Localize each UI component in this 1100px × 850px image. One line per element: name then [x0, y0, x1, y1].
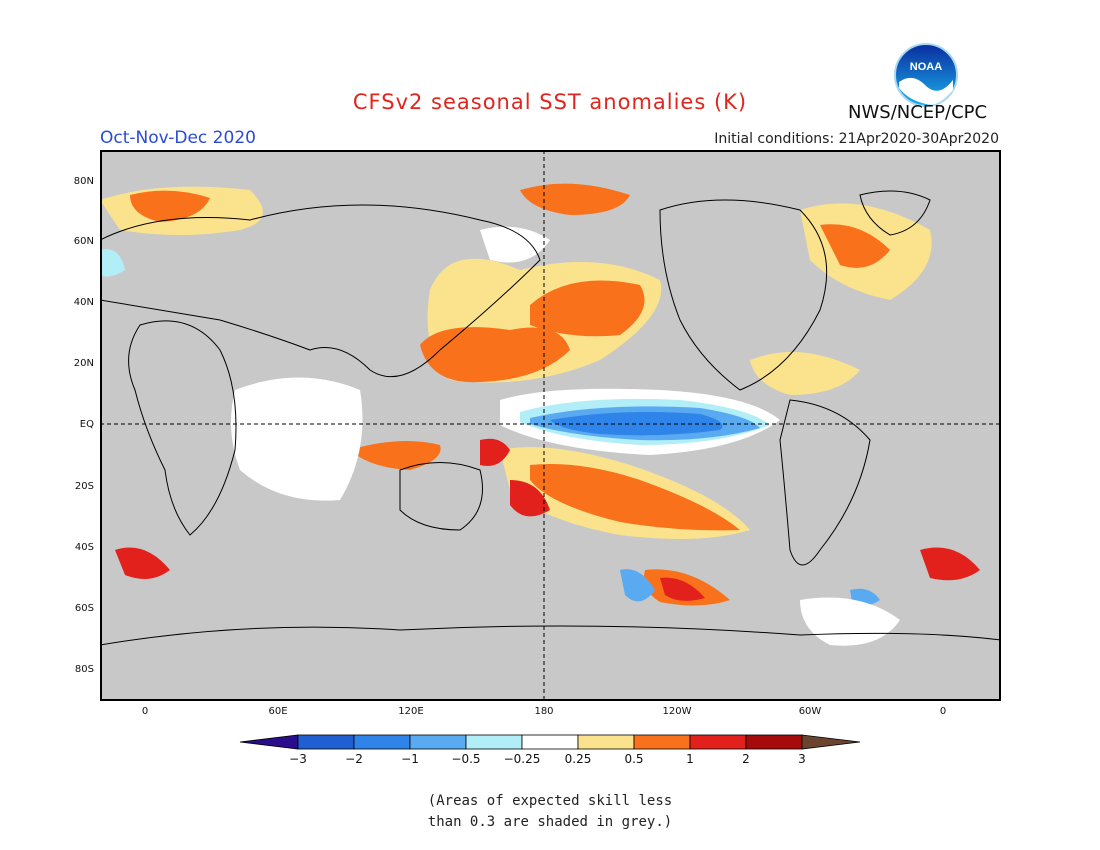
colorbar-swatch	[633, 734, 691, 750]
lat-label: 20S	[74, 481, 94, 492]
australia-coast	[399, 462, 483, 531]
colorbar-swatch	[297, 734, 355, 750]
colorbar-swatch	[465, 734, 523, 750]
colorbar-label: 0.25	[564, 752, 592, 766]
lat-label: 60N	[73, 236, 94, 247]
sst-anomaly-map	[100, 150, 1001, 701]
lon-label: 0	[141, 706, 149, 717]
colorbar-swatch	[409, 734, 467, 750]
colorbar-label: 2	[742, 752, 750, 766]
season-label: Oct-Nov-Dec 2020	[100, 128, 256, 148]
agency-label: NWS/NCEP/CPC	[848, 102, 988, 123]
eurasia-coast	[100, 204, 541, 378]
colorbar-label: −0.5	[451, 752, 481, 766]
antarctica-coast	[100, 625, 1001, 646]
africa-coast	[128, 320, 237, 536]
colorbar	[239, 734, 861, 750]
lat-label: EQ	[79, 419, 94, 430]
negative-anomaly-regions	[100, 226, 900, 646]
lat-label: 20N	[73, 358, 94, 369]
colorbar-label: −3	[289, 752, 307, 766]
map-frame	[100, 150, 1001, 701]
lat-label: 40S	[74, 542, 94, 553]
logo-text: NOAA	[910, 61, 942, 73]
lon-label: 120E	[398, 706, 424, 717]
skill-note: (Areas of expected skill less than 0.3 a…	[0, 791, 1100, 833]
lon-label: 180	[534, 706, 554, 717]
colorbar-swatch	[745, 734, 803, 750]
colorbar-label: −2	[345, 752, 363, 766]
colorbar-swatch	[353, 734, 411, 750]
lat-label: 80S	[74, 664, 94, 675]
lon-label: 120W	[662, 706, 692, 717]
colorbar-swatch	[239, 734, 299, 750]
lon-label: 60E	[268, 706, 288, 717]
lon-label: 60W	[798, 706, 822, 717]
lat-label: 80N	[73, 176, 94, 187]
colorbar-label: −0.25	[503, 752, 541, 766]
lon-label: 0	[939, 706, 947, 717]
skill-note-line: (Areas of expected skill less	[427, 793, 673, 809]
positive-anomaly-regions	[100, 183, 980, 606]
colorbar-swatch	[521, 734, 579, 750]
north-america-coast	[659, 199, 828, 391]
colorbar-swatch	[689, 734, 747, 750]
colorbar-swatch	[801, 734, 861, 750]
colorbar-label: 0.5	[624, 752, 644, 766]
colorbar-swatch	[577, 734, 635, 750]
lat-label: 60S	[74, 603, 94, 614]
chart-title: CFSv2 seasonal SST anomalies (K)	[352, 90, 748, 114]
colorbar-label: 1	[686, 752, 694, 766]
colorbar-label: 3	[798, 752, 806, 766]
noaa-logo-icon: NOAA	[894, 43, 958, 107]
initial-conditions-label: Initial conditions: 21Apr2020-30Apr2020	[714, 131, 999, 147]
skill-note-line: than 0.3 are shaded in grey.)	[427, 814, 673, 830]
lat-label: 40N	[73, 297, 94, 308]
colorbar-label: −1	[401, 752, 419, 766]
greenland-coast	[859, 190, 931, 236]
